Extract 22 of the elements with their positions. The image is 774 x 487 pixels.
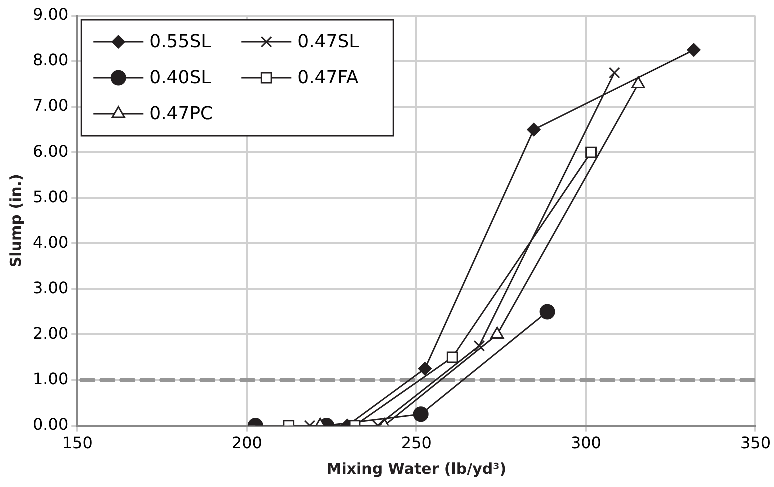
x-axis-title: Mixing Water (lb/yd³) — [326, 460, 507, 478]
y-tick-label: 7.00 — [33, 96, 69, 116]
x-tick-label: 200 — [232, 434, 262, 453]
legend-label: 0.55SL — [150, 32, 212, 53]
legend-label: 0.40SL — [150, 68, 212, 89]
x-tick-label: 250 — [401, 434, 432, 453]
x-tick-label: 150 — [62, 434, 93, 453]
legend-label: 0.47PC — [150, 104, 214, 125]
x-tick-label: 350 — [740, 434, 772, 453]
y-tick-label: 3.00 — [33, 278, 69, 298]
y-tick-label: 6.00 — [33, 142, 69, 161]
x-tick-label: 300 — [570, 434, 602, 453]
legend-label: 0.47FA — [298, 68, 360, 89]
y-tick-label: 2.00 — [33, 324, 69, 343]
y-axis-title: Slump (in.) — [6, 174, 25, 268]
y-tick-label: 9.00 — [33, 5, 69, 24]
y-tick-label: 5.00 — [33, 187, 69, 206]
y-tick-label: 1.00 — [33, 369, 69, 388]
y-tick-label: 8.00 — [33, 50, 69, 70]
y-tick-label: 0.00 — [33, 414, 69, 434]
y-tick-label: 4.00 — [33, 232, 69, 252]
legend-label: 0.47SL — [298, 32, 360, 53]
